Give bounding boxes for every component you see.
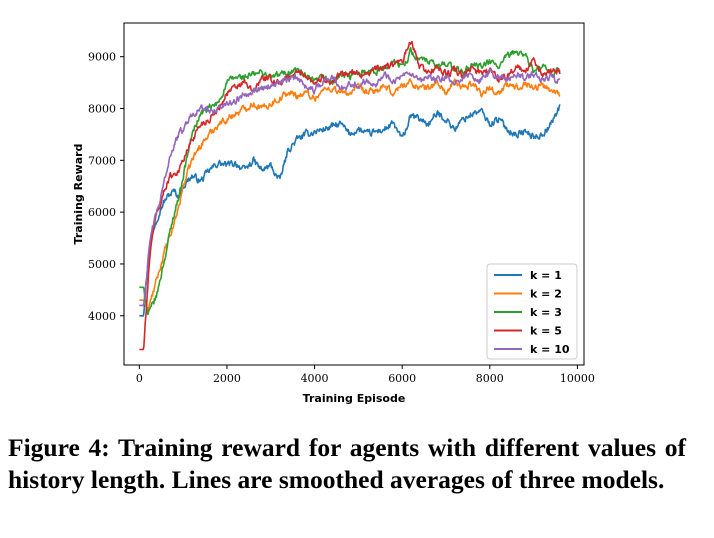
training-reward-chart: 0 2000 4000 6000 8000 10000 4000 5000 6000 7000 8… [72, 22, 595, 405]
chart-container: 0 2000 4000 6000 8000 10000 4000 5000 6000 7000 8… [72, 22, 595, 405]
series-line-k3 [139, 46, 561, 316]
y-tick-label: 7000 [88, 154, 116, 167]
y-axis-ticks: 4000 5000 6000 7000 8000 9000 [88, 51, 124, 323]
x-tick-label: 0 [136, 372, 143, 385]
series-line-k2 [139, 78, 561, 312]
plot-frame [123, 22, 585, 366]
series-layer [139, 40, 561, 351]
legend-label: k = 3 [530, 306, 562, 319]
y-tick-label: 6000 [88, 206, 116, 219]
x-tick-label: 6000 [388, 372, 416, 385]
series-line-k1 [139, 104, 561, 317]
x-axis-label: Training Episode [303, 392, 406, 405]
x-tick-label: 10000 [560, 372, 595, 385]
y-tick-label: 5000 [88, 258, 116, 271]
series-line-k10 [139, 68, 561, 307]
legend-label: k = 5 [530, 325, 562, 338]
legend-label: k = 2 [530, 288, 562, 301]
x-tick-label: 2000 [213, 372, 241, 385]
y-tick-label: 8000 [88, 103, 116, 116]
y-tick-label: 4000 [88, 310, 116, 323]
x-tick-label: 4000 [301, 372, 329, 385]
legend-label: k = 1 [530, 269, 562, 282]
y-tick-label: 9000 [88, 51, 116, 64]
legend: k = 1 k = 2 k = 3 k = 5 k = 10 [486, 263, 578, 360]
y-axis-label: Training Reward [72, 144, 85, 245]
legend-label: k = 10 [530, 343, 570, 356]
legend-frame [486, 263, 578, 360]
x-axis-ticks: 0 2000 4000 6000 8000 10000 [136, 365, 595, 385]
figure-caption: Figure 4: Training reward for agents wit… [8, 433, 686, 494]
x-tick-label: 8000 [476, 372, 504, 385]
